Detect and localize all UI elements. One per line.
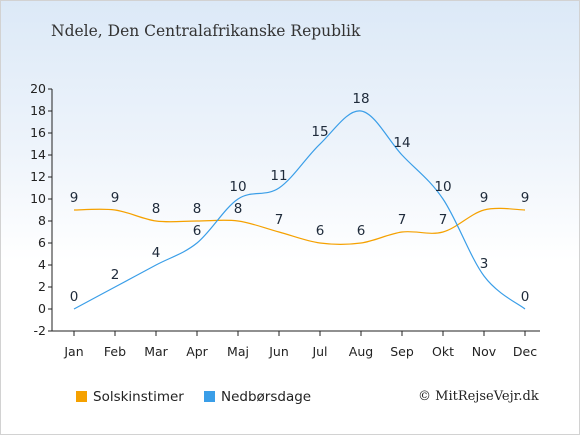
y-tick-label: -2 [34,323,46,338]
y-tick-label: 4 [38,257,46,272]
legend-label-0: Solskinstimer [93,389,184,405]
data-label: 4 [152,245,161,261]
data-label: 9 [111,190,120,206]
data-label: 8 [152,201,161,217]
legend-label-1: Nedbørsdage [221,389,312,405]
data-label: 14 [393,135,410,151]
chart-title: Ndele, Den Centralafrikanske Republik [51,22,361,40]
x-tick-label: Apr [186,344,208,359]
legend-item-0: Solskinstimer [76,389,184,405]
credit-text: © MitRejseVejr.dk [418,389,539,404]
y-tick-label: 16 [30,125,46,140]
x-tick-label: Jan [63,344,83,359]
series-line-1 [73,110,526,310]
y-tick-label: 0 [38,301,46,316]
data-label: 9 [521,190,530,206]
x-tick-label: Jul [311,344,327,359]
x-tick-label: Maj [227,344,249,359]
y-tick-label: 6 [38,235,46,250]
x-tick-label: Jun [268,344,289,359]
data-label: 15 [311,124,328,140]
y-tick-label: 10 [30,191,46,206]
x-tick-label: Nov [472,344,497,359]
data-label: 7 [439,212,448,228]
data-label: 18 [352,91,369,107]
data-label: 0 [521,289,530,305]
y-tick-label: 14 [30,147,46,162]
data-label: 6 [316,223,325,239]
data-label: 9 [70,190,79,206]
legend-swatch-0 [76,391,87,402]
data-label: 2 [111,267,120,283]
y-tick-label: 8 [38,213,46,228]
data-label: 3 [480,256,489,272]
x-tick-label: Aug [349,344,373,359]
data-label: 8 [193,201,202,217]
x-tick-label: Mar [144,344,168,359]
data-label: 7 [398,212,407,228]
data-label: 11 [270,168,287,184]
y-tick-label: 12 [30,169,46,184]
x-tick-label: Feb [104,344,126,359]
data-label: 6 [193,223,202,239]
y-tick-label: 2 [38,279,46,294]
x-tick-label: Dec [513,344,537,359]
data-label: 6 [357,223,366,239]
series-line-0 [73,207,526,245]
legend-item-1: Nedbørsdage [204,389,311,405]
data-label: 9 [480,190,489,206]
data-label: 7 [275,212,284,228]
legend-swatch-1 [204,391,215,402]
x-tick-label: Okt [432,344,454,359]
data-label: 8 [234,201,243,217]
y-tick-label: 20 [30,81,46,96]
data-label: 0 [70,289,79,305]
data-label: 10 [229,179,246,195]
y-tick-label: 18 [30,103,46,118]
x-tick-label: Sep [390,344,414,359]
data-label: 10 [434,179,451,195]
